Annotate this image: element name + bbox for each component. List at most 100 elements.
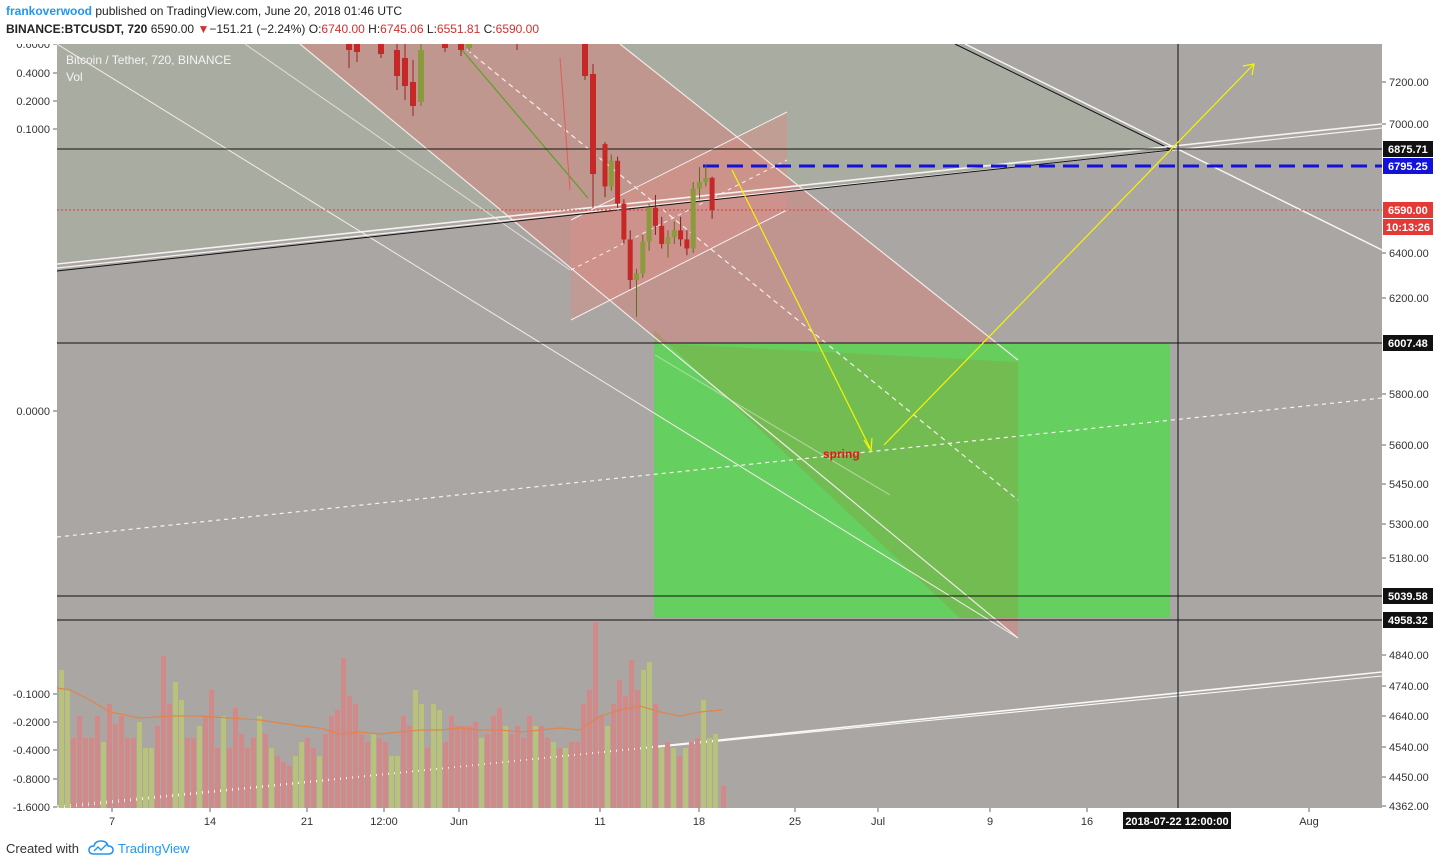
early-candle xyxy=(582,44,588,76)
volume-bar xyxy=(569,742,574,808)
vol-tick-label: 0.0000 xyxy=(16,406,50,418)
volume-bar xyxy=(251,738,256,808)
volume-bar xyxy=(449,716,454,808)
candle xyxy=(621,203,627,240)
volume-bar xyxy=(683,748,688,808)
volume-bar xyxy=(209,690,214,808)
tradingview-cloud-icon[interactable] xyxy=(88,840,114,856)
volume-bar xyxy=(521,738,526,808)
small-rising-channel xyxy=(571,112,787,320)
volume-bar xyxy=(413,690,418,808)
price-tick-label: 5600.00 xyxy=(1389,440,1429,452)
volume-bar xyxy=(653,704,658,808)
tradingview-brand[interactable]: TradingView xyxy=(118,841,190,856)
volume-bar xyxy=(221,716,226,808)
support-white-line-a xyxy=(57,123,1382,265)
candle xyxy=(659,225,665,244)
volume-bar xyxy=(161,656,166,808)
volume-bars xyxy=(59,622,726,808)
volume-bar xyxy=(119,716,124,808)
volume-bar xyxy=(401,716,406,808)
volume-bar xyxy=(437,710,442,808)
volume-bar xyxy=(419,704,424,808)
close-value: 6590.00 xyxy=(495,22,540,36)
early-candle xyxy=(590,74,596,174)
volume-bar xyxy=(149,748,154,808)
price-tick-label: 5180.00 xyxy=(1389,553,1429,565)
created-with-label: Created with xyxy=(6,841,79,856)
volume-bar xyxy=(137,722,142,808)
candle xyxy=(671,230,677,238)
volume-bar xyxy=(593,622,598,808)
countdown-label: 10:13:26 xyxy=(1386,222,1430,234)
price-tick-label: 5450.00 xyxy=(1389,479,1429,491)
open-label: O: xyxy=(308,22,322,36)
time-tick-label: 25 xyxy=(789,816,801,828)
volume-bar xyxy=(263,734,268,808)
volume-bar xyxy=(107,704,112,808)
volume-bar xyxy=(281,762,286,808)
volume-bar xyxy=(431,704,436,808)
volume-bar xyxy=(287,766,292,808)
volume-bar xyxy=(191,738,196,808)
volume-bar xyxy=(695,738,700,808)
left-scale-area xyxy=(0,44,57,808)
volume-bar xyxy=(71,738,76,808)
channel-overlap-shade xyxy=(654,330,1018,618)
volume-bar xyxy=(245,748,250,808)
volume-bar xyxy=(389,756,394,808)
price-tag xyxy=(1383,141,1433,157)
volume-bar xyxy=(545,738,550,808)
volume-bar xyxy=(215,748,220,808)
publish-text: published on TradingView.com, June 20, 2… xyxy=(95,4,403,18)
price-tick-label: 5300.00 xyxy=(1389,519,1429,531)
volume-bar xyxy=(665,742,670,808)
volume-bar xyxy=(347,696,352,808)
volume-bar xyxy=(65,690,70,808)
author-name[interactable]: frankoverwood xyxy=(6,4,93,18)
time-tick-label: 11 xyxy=(594,816,605,828)
price-tag xyxy=(1383,158,1433,174)
ohlc-line: BINANCE:BTCUSDT, 720 6590.00 ▼−151.21 (−… xyxy=(6,22,539,36)
volume-bar xyxy=(167,704,172,808)
price-tick-label: 4840.00 xyxy=(1389,650,1429,662)
down-triangle-icon: ▼ xyxy=(197,22,210,36)
time-tick-label: 9 xyxy=(987,816,993,828)
open-value: 6740.00 xyxy=(321,22,365,36)
price-tick-label: 7200.00 xyxy=(1389,77,1429,89)
legend-vol: Vol xyxy=(66,70,83,84)
vol-tick-label: -0.8000 xyxy=(13,774,50,786)
volume-bar xyxy=(203,716,208,808)
volume-bar xyxy=(95,716,100,808)
publish-line: frankoverwood published on TradingView.c… xyxy=(6,4,402,18)
price-tag-label: 4958.32 xyxy=(1388,615,1428,627)
volume-bar xyxy=(227,748,232,808)
price-tick-label: 5800.00 xyxy=(1389,389,1429,401)
vol-tick-label: 0.2000 xyxy=(16,96,50,108)
volume-bar xyxy=(611,704,616,808)
volume-bar xyxy=(113,724,118,808)
volume-bar xyxy=(59,670,64,808)
volume-bar xyxy=(599,716,604,808)
volume-bar xyxy=(671,748,676,808)
volume-bar xyxy=(143,748,148,808)
price-tick-label: 4740.00 xyxy=(1389,681,1429,693)
early-candle xyxy=(394,50,400,76)
small-channel-top xyxy=(570,111,788,221)
volume-bar xyxy=(173,682,178,808)
volume-bar xyxy=(473,722,478,808)
crosshair-time-label: 2018-07-22 12:00:00 xyxy=(1125,816,1228,828)
volume-bar xyxy=(635,690,640,808)
volume-bar xyxy=(89,738,94,808)
yellow-arrow-up xyxy=(883,64,1254,446)
time-tick-label: 16 xyxy=(1081,816,1093,828)
volume-bar xyxy=(329,716,334,808)
right-axis-tags: 6875.71 6795.25 6590.00 6007.48 5039.58 4958.… xyxy=(1383,141,1433,628)
price-tick-label: 6400.00 xyxy=(1389,248,1429,260)
time-tick-label: Jun xyxy=(450,816,468,828)
volume-bar xyxy=(533,726,538,808)
candle xyxy=(627,239,633,280)
candles xyxy=(602,142,715,317)
chart-footer: Created with TradingView xyxy=(0,830,1446,866)
